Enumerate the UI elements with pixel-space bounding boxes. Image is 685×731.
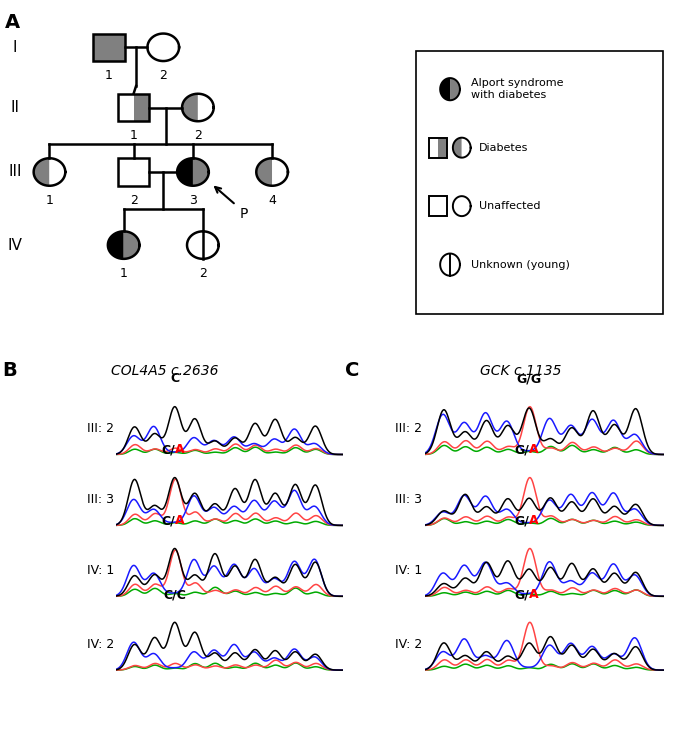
Polygon shape xyxy=(462,137,471,158)
Text: III: 3: III: 3 xyxy=(395,493,422,507)
Text: 1: 1 xyxy=(129,129,138,142)
Text: A: A xyxy=(529,588,538,601)
Text: P: P xyxy=(240,208,248,221)
Text: C/C: C/C xyxy=(163,588,186,601)
Text: 4: 4 xyxy=(268,194,276,206)
Polygon shape xyxy=(450,78,460,100)
Text: A: A xyxy=(529,514,538,527)
Polygon shape xyxy=(163,34,179,61)
Polygon shape xyxy=(182,94,198,121)
Text: B: B xyxy=(2,362,17,380)
Text: A: A xyxy=(529,443,538,456)
Text: C/: C/ xyxy=(161,443,175,456)
Text: 3: 3 xyxy=(189,194,197,206)
Text: III: 3: III: 3 xyxy=(87,493,114,507)
Text: III: III xyxy=(8,164,22,180)
Text: COL4A5 c.2636: COL4A5 c.2636 xyxy=(111,364,218,378)
Polygon shape xyxy=(440,78,450,100)
Polygon shape xyxy=(134,94,149,121)
Polygon shape xyxy=(438,137,447,158)
Polygon shape xyxy=(34,158,49,186)
Text: III: 2: III: 2 xyxy=(87,423,114,436)
Text: Unknown (young): Unknown (young) xyxy=(471,260,570,270)
Text: IV: 2: IV: 2 xyxy=(395,638,422,651)
Text: A: A xyxy=(5,13,20,32)
Polygon shape xyxy=(93,34,125,61)
Text: II: II xyxy=(10,100,19,115)
Text: C/: C/ xyxy=(161,514,175,527)
Text: 2: 2 xyxy=(194,129,202,142)
Text: Alport syndrome
with diabetes: Alport syndrome with diabetes xyxy=(471,78,563,100)
Text: Unaffected: Unaffected xyxy=(479,201,540,211)
Polygon shape xyxy=(453,196,462,216)
Text: IV: 1: IV: 1 xyxy=(87,564,114,577)
FancyBboxPatch shape xyxy=(416,51,664,314)
Polygon shape xyxy=(256,158,272,186)
Text: I: I xyxy=(12,39,17,55)
Text: A: A xyxy=(175,514,184,527)
Text: A: A xyxy=(175,443,184,456)
Polygon shape xyxy=(187,231,219,259)
Polygon shape xyxy=(49,158,65,186)
Text: G/G: G/G xyxy=(516,372,542,385)
Text: C: C xyxy=(345,362,359,380)
Polygon shape xyxy=(118,94,134,121)
Polygon shape xyxy=(147,34,163,61)
Polygon shape xyxy=(198,94,214,121)
Polygon shape xyxy=(272,158,288,186)
Text: 2: 2 xyxy=(129,194,138,206)
Text: IV: 2: IV: 2 xyxy=(87,638,114,651)
Polygon shape xyxy=(124,231,140,259)
Text: G/: G/ xyxy=(514,514,529,527)
Polygon shape xyxy=(453,137,462,158)
Polygon shape xyxy=(429,137,438,158)
Polygon shape xyxy=(177,158,193,186)
Polygon shape xyxy=(193,158,209,186)
Text: III: 2: III: 2 xyxy=(395,423,422,436)
Polygon shape xyxy=(440,254,460,276)
Polygon shape xyxy=(462,196,471,216)
Text: IV: 1: IV: 1 xyxy=(395,564,422,577)
Text: 2: 2 xyxy=(160,69,167,82)
Text: C: C xyxy=(170,372,179,385)
Text: 1: 1 xyxy=(105,69,113,82)
Text: 1: 1 xyxy=(45,194,53,206)
Text: G/: G/ xyxy=(514,588,529,601)
Text: 2: 2 xyxy=(199,267,207,279)
Polygon shape xyxy=(118,158,149,186)
Text: G/: G/ xyxy=(514,443,529,456)
Text: Diabetes: Diabetes xyxy=(479,143,528,153)
Polygon shape xyxy=(108,231,124,259)
Text: 1: 1 xyxy=(120,267,127,279)
Polygon shape xyxy=(429,196,447,216)
Text: GCK c.1135: GCK c.1135 xyxy=(480,364,561,378)
Text: IV: IV xyxy=(8,238,23,253)
